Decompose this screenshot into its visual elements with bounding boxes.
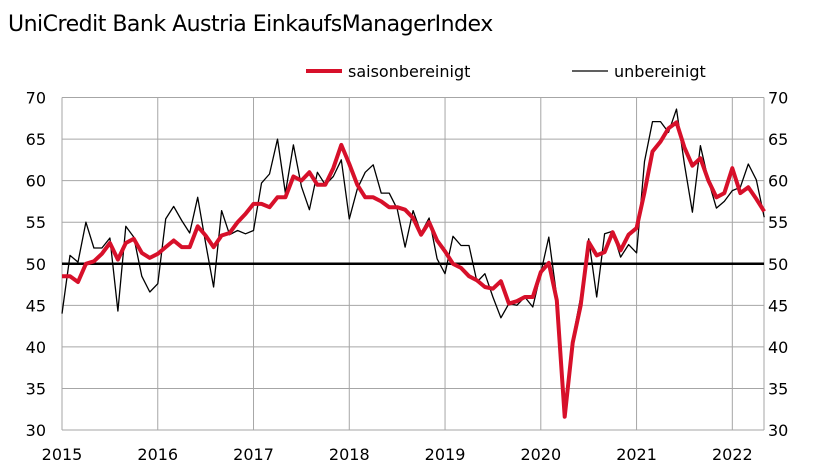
x-tick-label: 2015 bbox=[42, 445, 83, 464]
x-tick-label: 2021 bbox=[616, 445, 657, 464]
y-tick-right: 40 bbox=[768, 338, 788, 357]
y-tick-left: 45 bbox=[26, 296, 46, 315]
y-tick-left: 55 bbox=[26, 213, 46, 232]
series-line-saisonbereinigt bbox=[62, 120, 766, 419]
x-tick-label: 2020 bbox=[520, 445, 561, 464]
y-tick-right: 70 bbox=[768, 89, 788, 108]
y-tick-left: 65 bbox=[26, 130, 46, 149]
series-line-unbereinigt bbox=[61, 108, 765, 406]
y-tick-right: 35 bbox=[768, 379, 788, 398]
y-tick-right: 45 bbox=[768, 296, 788, 315]
chart-title: UniCredit Bank Austria EinkaufsManagerIn… bbox=[8, 12, 493, 37]
y-tick-right: 30 bbox=[768, 421, 788, 440]
y-tick-right: 65 bbox=[768, 130, 788, 149]
y-tick-right: 55 bbox=[768, 213, 788, 232]
x-tick-label: 2016 bbox=[137, 445, 178, 464]
x-tick-label: 2017 bbox=[233, 445, 274, 464]
y-tick-left: 35 bbox=[26, 379, 46, 398]
y-tick-right: 60 bbox=[768, 172, 788, 191]
x-tick-label: 2018 bbox=[329, 445, 370, 464]
x-tick-label: 2019 bbox=[425, 445, 466, 464]
legend-label-unbereinigt: unbereinigt bbox=[614, 62, 706, 81]
y-tick-right: 50 bbox=[768, 255, 788, 274]
legend-label-saisonbereinigt: saisonbereinigt bbox=[348, 62, 470, 81]
y-tick-left: 60 bbox=[26, 172, 46, 191]
y-tick-left: 40 bbox=[26, 338, 46, 357]
y-tick-left: 70 bbox=[26, 89, 46, 108]
y-tick-left: 30 bbox=[26, 421, 46, 440]
x-tick-label: 2022 bbox=[712, 445, 753, 464]
y-tick-left: 50 bbox=[26, 255, 46, 274]
